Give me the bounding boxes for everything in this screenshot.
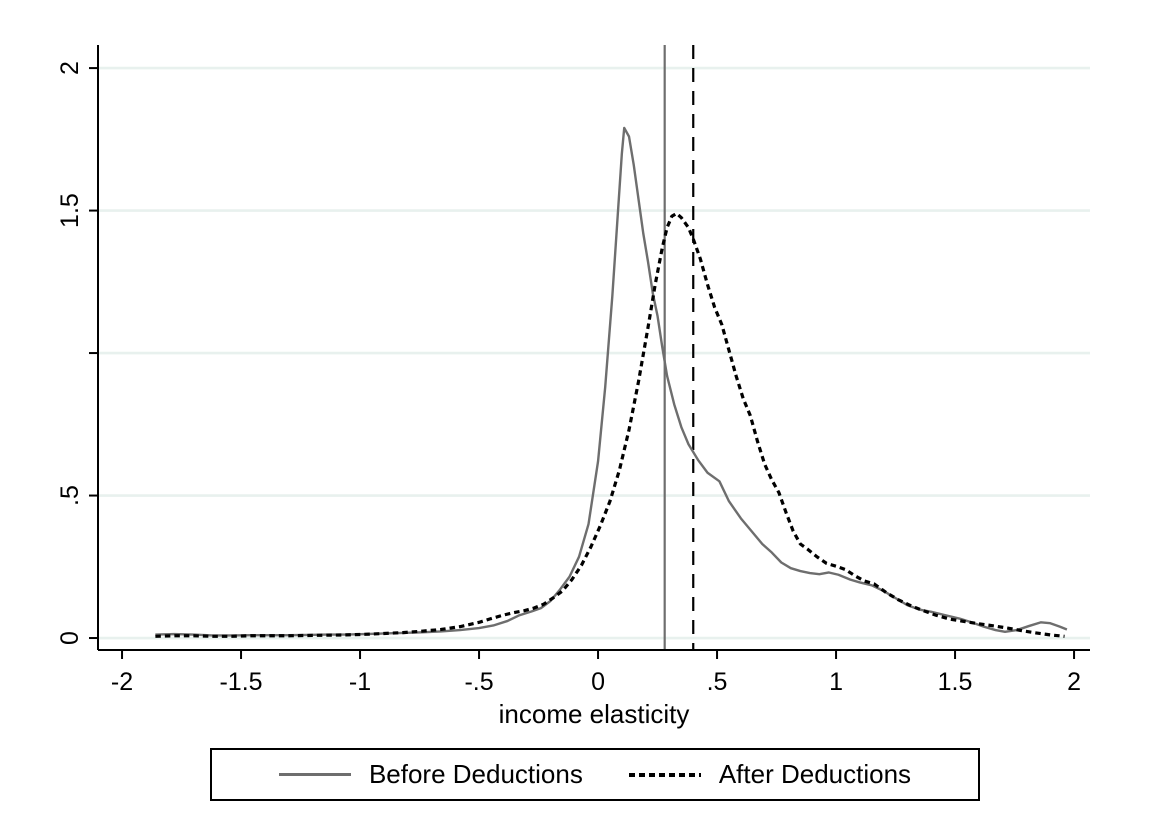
curve-before-deductions (155, 126, 1068, 637)
legend-label-after: After Deductions (718, 759, 912, 789)
x-tick-label: 0 (591, 668, 605, 696)
x-tick-label: -2 (111, 668, 133, 696)
legend: Before Deductions After Deductions (210, 748, 980, 801)
x-tick-label: -.5 (464, 668, 493, 696)
x-tick-label: -1.5 (219, 668, 262, 696)
x-tick-label: .5 (707, 668, 728, 696)
legend-label-before: Before Deductions (368, 759, 583, 789)
y-tick-label: 2 (56, 61, 84, 75)
x-tick-label: 1.5 (938, 668, 973, 696)
x-axis-title: income elasticity (498, 699, 690, 729)
legend-item-before-deductions: Before Deductions (278, 759, 583, 790)
solid-line-sample-icon (278, 773, 351, 776)
legend-item-after-deductions: After Deductions (628, 759, 912, 790)
y-tick-label: 0 (56, 631, 84, 645)
x-tick-label: 1 (829, 668, 843, 696)
y-tick-label: .5 (56, 485, 84, 506)
x-tick-label: -1 (349, 668, 371, 696)
curve-after-deductions (155, 211, 1065, 638)
y-tick-label: 1.5 (56, 193, 84, 228)
dotted-line-sample-icon (628, 772, 701, 777)
x-tick-label: 2 (1067, 668, 1081, 696)
